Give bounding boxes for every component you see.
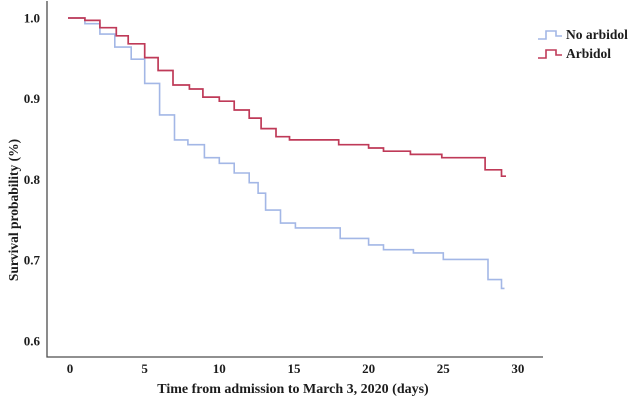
x-tick-label: 15	[287, 361, 301, 376]
legend-item-arbidol: Arbidol	[537, 45, 628, 63]
y-axis-title: Survival probability (%)	[6, 138, 21, 282]
axes	[46, 1, 543, 358]
x-axis-title: Time from admission to March 3, 2020 (da…	[157, 382, 429, 397]
x-tick-label: 0	[67, 361, 74, 376]
legend: No arbidol Arbidol	[537, 26, 628, 63]
legend-item-no-arbidol: No arbidol	[537, 26, 628, 44]
x-tick-label: 20	[362, 361, 375, 376]
x-tick-label: 10	[213, 361, 226, 376]
x-tick-label: 5	[141, 361, 148, 376]
x-tick-label: 25	[437, 361, 451, 376]
y-tick-label: 1.0	[24, 11, 40, 26]
y-tick-label: 0.8	[24, 172, 41, 187]
step-line-icon	[538, 49, 562, 59]
x-tick-label: 30	[511, 361, 524, 376]
series-arbidol	[68, 17, 506, 178]
series-no-arbidol	[68, 17, 505, 290]
legend-label: No arbidol	[566, 27, 628, 42]
step-line-icon	[538, 30, 562, 40]
y-tick-label: 0.7	[24, 253, 41, 268]
y-tick-label: 0.6	[24, 333, 41, 348]
legend-label: Arbidol	[566, 46, 612, 61]
y-tick-label: 0.9	[24, 91, 41, 106]
